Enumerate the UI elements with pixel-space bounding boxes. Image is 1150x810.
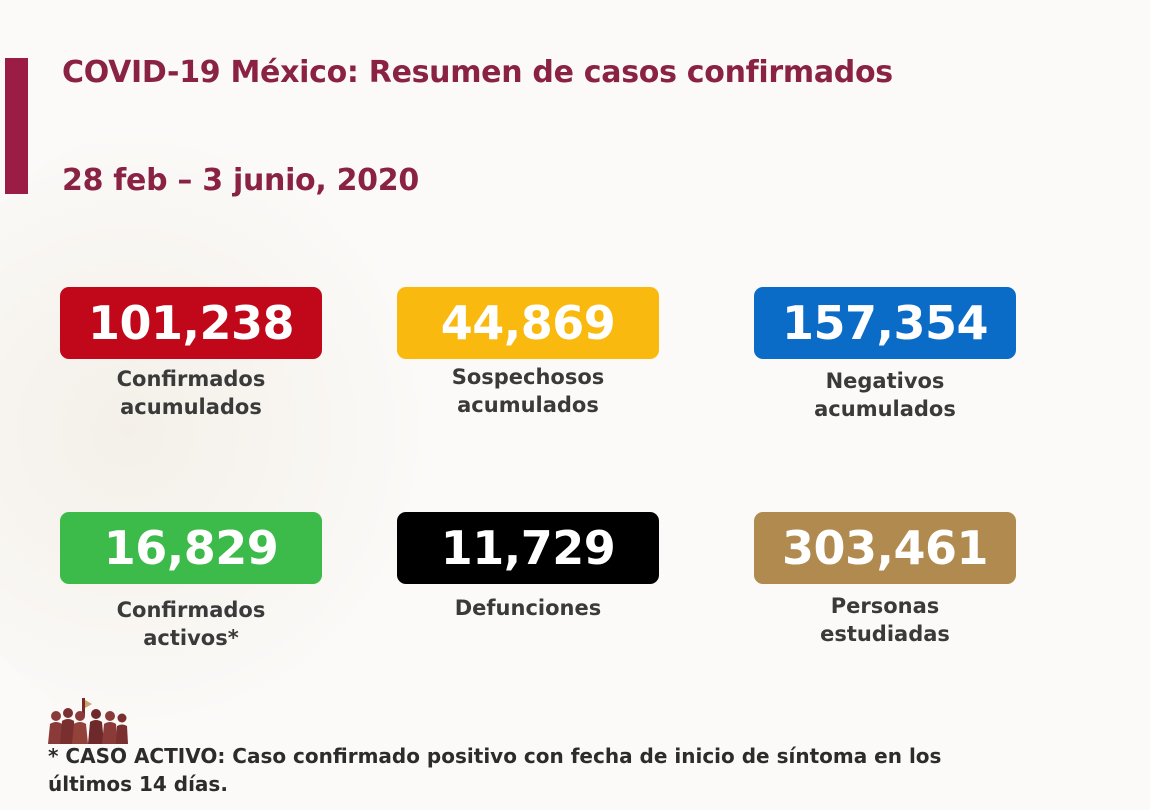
card-sospechosos-acumulados: 44,869 Sospechosos acumulados xyxy=(397,287,659,419)
government-logo-icon xyxy=(48,698,128,744)
card-label: Sospechosos acumulados xyxy=(451,365,605,417)
card-value-box: 16,829 xyxy=(60,512,322,584)
card-label: Confirmados acumulados xyxy=(116,367,266,419)
accent-bar xyxy=(5,58,28,194)
card-value-box: 303,461 xyxy=(754,512,1016,584)
card-value-box: 157,354 xyxy=(754,287,1016,359)
card-personas-estudiadas: 303,461 Personas estudiadas xyxy=(754,512,1016,648)
card-label: Negativos acumulados xyxy=(814,369,956,421)
card-defunciones: 11,729 Defunciones xyxy=(397,512,659,622)
card-confirmados-activos: 16,829 Confirmados activos* xyxy=(60,512,322,652)
card-negativos-acumulados: 157,354 Negativos acumulados xyxy=(754,287,1016,423)
footnote-active-case-definition: * CASO ACTIVO: Caso confirmado positivo … xyxy=(48,744,942,796)
page-title: COVID-19 México: Resumen de casos confir… xyxy=(62,55,893,90)
card-label: Defunciones xyxy=(454,596,602,620)
card-label: Confirmados activos* xyxy=(116,598,266,650)
card-confirmados-acumulados: 101,238 Confirmados acumulados xyxy=(60,287,322,421)
card-value-box: 101,238 xyxy=(60,287,322,359)
card-value-box: 44,869 xyxy=(397,287,659,359)
date-range: 28 feb – 3 junio, 2020 xyxy=(62,163,419,198)
card-label: Personas estudiadas xyxy=(820,594,950,646)
card-value-box: 11,729 xyxy=(397,512,659,584)
